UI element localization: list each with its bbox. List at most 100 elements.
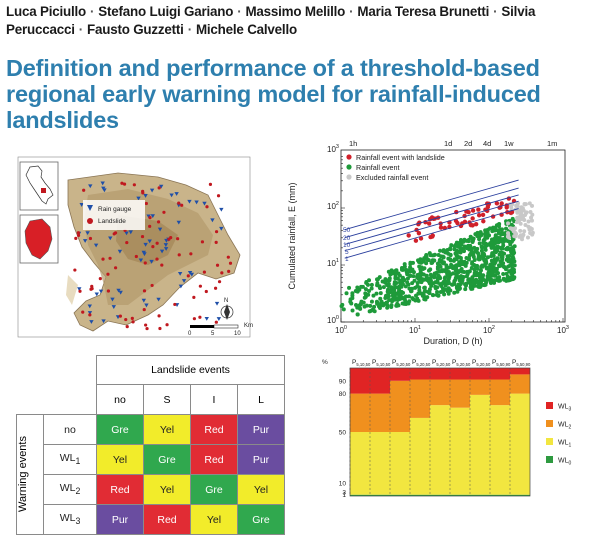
rainfall-event-point (362, 295, 367, 300)
rain-gauge-marker (163, 243, 169, 247)
threshold-lines (344, 179, 519, 259)
landslide-marker (81, 310, 85, 314)
excluded-event-point (523, 212, 528, 217)
col-header-s: S (143, 384, 191, 415)
rainfall-event-point (372, 309, 377, 314)
excluded-event-point (522, 202, 527, 207)
rainfall-event-point (438, 268, 443, 273)
rainfall-event-point (449, 243, 454, 248)
bar-top-label: P5,10,50 (372, 359, 391, 367)
bar-segment (390, 368, 410, 381)
rainfall-event-point (504, 271, 509, 276)
rain-gauge-marker (136, 196, 141, 201)
landslide-marker (177, 201, 181, 205)
rain-gauge-marker (111, 305, 116, 309)
rain-gauge-marker (87, 311, 93, 315)
landslide-marker (192, 295, 196, 299)
rainfall-event-point (432, 258, 437, 263)
rain-gauge-marker (101, 319, 106, 324)
table-corner (16, 355, 97, 385)
rain-gauge-marker (94, 292, 99, 297)
rainfall-event-point (377, 275, 382, 280)
bar-segment (430, 368, 450, 380)
rainfall-event-point (490, 270, 495, 275)
matrix-cell: Pur (96, 504, 144, 535)
threshold-label-20: 20 (343, 235, 351, 242)
rainfall-event-point (446, 280, 451, 285)
excluded-event-point (506, 231, 511, 236)
rainfall-event-point (354, 303, 359, 308)
rainfall-event-point (369, 308, 374, 313)
bar-segment (350, 393, 370, 432)
matrix-row: Warning events no Gre Yel Red Pur (16, 414, 285, 535)
campania-shape (24, 218, 53, 260)
rainfall-event-point (452, 257, 457, 262)
landslide-marker (155, 257, 159, 261)
rainfall-event-point (395, 296, 400, 301)
landslide-marker (214, 320, 218, 324)
rainfall-event-point (378, 296, 383, 301)
bar-segment (410, 494, 430, 496)
rainfall-event-point (389, 285, 394, 290)
rain-gauge-marker (141, 250, 146, 255)
rain-gauge-marker (216, 317, 222, 321)
landslide-marker (142, 307, 146, 312)
threshold-line (344, 208, 519, 259)
rainfall-event-point (385, 287, 390, 292)
excluded-event-point (519, 205, 524, 210)
rain-gauge-marker (147, 239, 152, 244)
scale-label-0: 0 (188, 331, 192, 337)
y-tick-10: 101 (327, 258, 339, 268)
rainfall-event-point (485, 255, 490, 260)
landslide-event-point (413, 238, 419, 243)
rainfall-event-point (446, 276, 451, 281)
matrix-cell: Yel (143, 414, 191, 445)
landslide-event-point (426, 221, 432, 226)
author-name: Maria Teresa Brunetti (357, 4, 490, 19)
landslide-marker (214, 230, 219, 234)
landslide-marker (106, 272, 110, 276)
rainfall-event-point (405, 268, 410, 273)
bar-segment (370, 432, 390, 495)
rainfall-event-point (408, 273, 413, 278)
rainfall-event-point (344, 291, 349, 296)
rainfall-event-point (367, 278, 372, 283)
rainfall-event-point (457, 287, 462, 292)
landslide-marker (198, 284, 202, 288)
rain-gauge-marker (149, 188, 155, 193)
excluded-event-point (528, 226, 533, 231)
landslide-marker (205, 205, 209, 209)
excluded-event-point (519, 213, 524, 218)
landslide-event-point (494, 201, 500, 206)
rainfall-event-point (372, 304, 377, 309)
rainfall-event-point (441, 249, 446, 254)
rainfall-event-point (469, 266, 474, 271)
rainfall-event-point (381, 303, 386, 308)
bar-segment (490, 379, 510, 406)
landslide-marker (118, 314, 122, 318)
rain-gauge-marker (143, 194, 148, 198)
row-label: WL2 (43, 474, 97, 505)
bar-segment (370, 494, 390, 496)
rainfall-event-point (403, 295, 408, 300)
matrix-cell: Gre (237, 504, 285, 535)
landslide-marker (144, 323, 148, 327)
row-label: WL3 (43, 504, 97, 535)
landslide-marker (215, 263, 220, 267)
landslide-marker (214, 240, 218, 244)
rainfall-event-point (493, 278, 498, 283)
landslide-marker (204, 289, 208, 294)
landslide-marker (165, 323, 169, 327)
rainfall-event-point (498, 263, 503, 268)
landslide-marker (74, 236, 78, 240)
rainfall-event-point (379, 299, 384, 304)
author-separator: · (187, 22, 192, 37)
author-name: Stefano Luigi Gariano (98, 4, 234, 19)
rainfall-event-point (472, 283, 477, 288)
matrix-row: WL2 Red Yel Gre Yel (17, 474, 285, 505)
rainfall-event-point (383, 280, 388, 285)
table-corner-2 (16, 384, 97, 415)
rainfall-event-point (486, 271, 491, 276)
rainfall-event-point (512, 263, 517, 268)
rainfall-event-point (406, 282, 411, 287)
